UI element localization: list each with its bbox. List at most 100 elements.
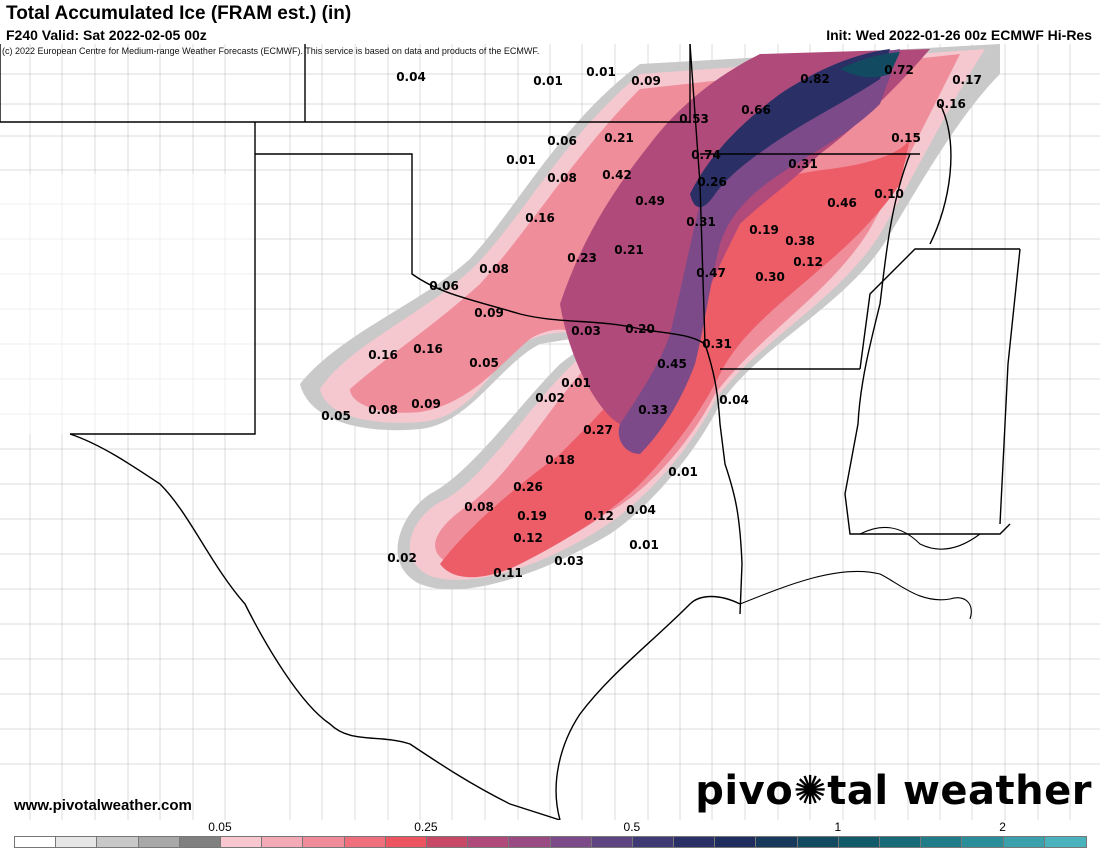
legend-color-scale xyxy=(14,836,1087,848)
ice-value-label: 0.16 xyxy=(525,211,555,225)
ice-value-label: 0.05 xyxy=(321,409,351,423)
ice-value-label: 0.11 xyxy=(493,566,523,580)
map-title: Total Accumulated Ice (FRAM est.) (in) xyxy=(6,3,352,24)
ice-value-label: 0.82 xyxy=(800,72,830,86)
ice-value-label: 0.26 xyxy=(513,480,543,494)
legend-swatch xyxy=(1002,836,1046,848)
legend-swatch xyxy=(590,836,634,848)
ice-value-label: 0.12 xyxy=(513,531,543,545)
legend-swatch xyxy=(343,836,387,848)
ice-value-label: 0.08 xyxy=(368,403,398,417)
ice-value-label: 0.19 xyxy=(517,509,547,523)
ice-value-label: 0.12 xyxy=(793,255,823,269)
ice-value-label: 0.26 xyxy=(697,175,727,189)
ice-value-label: 0.20 xyxy=(625,322,655,336)
legend-tick-label: 1 xyxy=(834,820,842,834)
ice-value-label: 0.46 xyxy=(827,196,857,210)
ice-value-label: 0.08 xyxy=(479,262,509,276)
legend-swatch xyxy=(137,836,181,848)
brand-text-end: tal weather xyxy=(827,768,1092,814)
ice-value-label: 0.03 xyxy=(554,554,584,568)
legend-swatch xyxy=(920,836,964,848)
ice-value-label: 0.09 xyxy=(631,74,661,88)
ice-value-label: 0.08 xyxy=(547,171,577,185)
ice-value-label: 0.33 xyxy=(638,403,668,417)
ice-value-label: 0.01 xyxy=(586,65,616,79)
ice-value-label: 0.31 xyxy=(702,337,732,351)
ice-value-label: 0.23 xyxy=(567,251,597,265)
valid-time: F240 Valid: Sat 2022-02-05 00z xyxy=(6,27,207,43)
legend-swatch xyxy=(261,836,305,848)
ice-value-label: 0.12 xyxy=(584,509,614,523)
state-borders xyxy=(0,44,1021,820)
ice-value-label: 0.42 xyxy=(602,168,632,182)
ice-value-label: 0.03 xyxy=(571,324,601,338)
ice-value-label: 0.02 xyxy=(387,551,417,565)
legend-swatch xyxy=(837,836,881,848)
legend-swatch xyxy=(796,836,840,848)
legend-swatch xyxy=(55,836,99,848)
ice-value-label: 0.38 xyxy=(785,234,815,248)
legend-swatch xyxy=(219,836,263,848)
coastline xyxy=(739,526,981,620)
ice-value-label: 0.01 xyxy=(506,153,536,167)
copyright-notice: (c) 2022 European Centre for Medium-rang… xyxy=(2,46,540,56)
ice-value-label: 0.21 xyxy=(614,243,644,257)
ice-value-label: 0.16 xyxy=(413,342,443,356)
legend-swatch xyxy=(714,836,758,848)
ice-value-label: 0.31 xyxy=(686,215,716,229)
ice-value-label: 0.06 xyxy=(547,134,577,148)
ice-value-label: 0.02 xyxy=(535,391,565,405)
legend-swatch xyxy=(467,836,511,848)
ice-value-label: 0.66 xyxy=(741,103,771,117)
legend-swatch xyxy=(178,836,222,848)
legend-tick-label: 0.05 xyxy=(208,820,232,834)
ice-value-label: 0.45 xyxy=(657,357,687,371)
forecast-map: 0.04 0.01 0.01 0.09 0.82 0.72 0.17 0.16 0.53 0.66… xyxy=(0,44,1100,820)
map-canvas xyxy=(0,44,1100,820)
ice-value-label: 0.04 xyxy=(626,503,656,517)
ice-value-label: 0.27 xyxy=(583,423,613,437)
legend-swatch xyxy=(1043,836,1087,848)
ice-value-label: 0.05 xyxy=(469,356,499,370)
ice-value-label: 0.19 xyxy=(749,223,779,237)
ice-value-label: 0.15 xyxy=(891,131,921,145)
ice-value-label: 0.04 xyxy=(396,70,426,84)
ice-value-label: 0.01 xyxy=(629,538,659,552)
ice-value-label: 0.01 xyxy=(533,74,563,88)
gear-icon: ✺ xyxy=(793,768,828,814)
ice-value-label: 0.04 xyxy=(719,393,749,407)
ice-value-label: 0.08 xyxy=(464,500,494,514)
legend-swatch xyxy=(384,836,428,848)
legend-swatch xyxy=(879,836,923,848)
ice-value-label: 0.31 xyxy=(788,157,818,171)
legend-swatch xyxy=(961,836,1005,848)
ice-value-label: 0.01 xyxy=(561,376,591,390)
legend-swatch xyxy=(549,836,593,848)
legend-tick-label: 2 xyxy=(999,820,1006,834)
legend-swatch xyxy=(508,836,552,848)
ice-value-label: 0.09 xyxy=(411,397,441,411)
ice-value-label: 0.18 xyxy=(545,453,575,467)
western-region-mask xyxy=(0,174,255,434)
ice-value-label: 0.16 xyxy=(368,348,398,362)
legend-swatch xyxy=(755,836,799,848)
legend-tick-label: 0.5 xyxy=(623,820,641,834)
ice-value-label: 0.10 xyxy=(874,187,904,201)
brand-text-start: pivo xyxy=(695,768,794,814)
ice-shading xyxy=(300,44,1000,590)
legend-swatch xyxy=(425,836,469,848)
legend-swatch xyxy=(96,836,140,848)
website-link[interactable]: www.pivotalweather.com xyxy=(14,797,192,814)
legend-tick-label: 0.25 xyxy=(414,820,438,834)
ice-value-label: 0.01 xyxy=(668,465,698,479)
legend-swatch xyxy=(302,836,346,848)
legend-swatch xyxy=(631,836,675,848)
ice-value-label: 0.53 xyxy=(679,112,709,126)
legend-swatch xyxy=(14,836,57,848)
brand-logo: pivo✺tal weather xyxy=(695,768,1092,814)
legend-swatch xyxy=(673,836,717,848)
ice-value-label: 0.09 xyxy=(474,306,504,320)
ice-value-label: 0.21 xyxy=(604,131,634,145)
ice-value-label: 0.74 xyxy=(691,148,721,162)
